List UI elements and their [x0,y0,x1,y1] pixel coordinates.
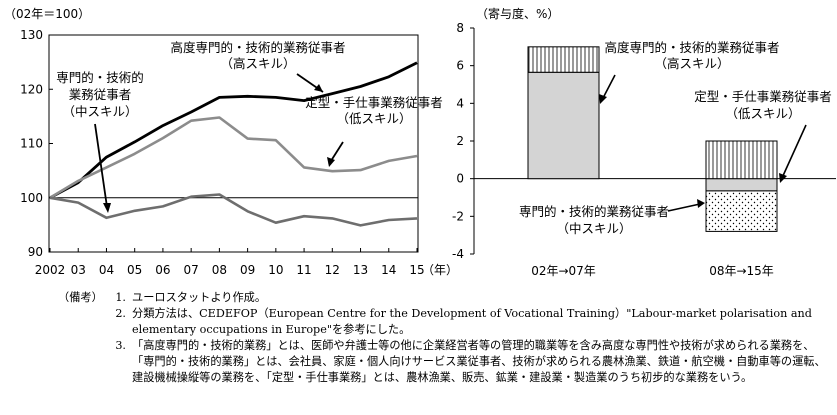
label-high-skill-sub: （高スキル） [220,56,295,71]
x-tick-label: 09 [240,263,255,277]
right-y-axis-label: （寄与度、%） [476,6,559,21]
x-category-label: 08年→15年 [709,264,774,278]
label-high-skill-sub: （高スキル） [654,56,729,71]
y-tick-label: 130 [20,28,43,42]
x-tick-label: 2002 [35,263,66,277]
y-tick-label: 6 [456,59,464,73]
label-low-skill-name: 定型・手仕事業務従事者 [305,95,443,110]
arrow-mid-skill [94,123,108,208]
arrowhead-high-skill [599,94,607,104]
bar-segment-1 [527,71,600,180]
note-text: 分類方法は、CEDEFOP（European Centre for the De… [132,307,812,336]
x-tick-label: 10 [268,263,283,277]
x-tick-label: 15 [409,263,424,277]
note-row-2: 2. 分類方法は、CEDEFOP（European Centre for the… [58,306,828,338]
label-mid-skill-name-2: 業務従事者 [69,87,132,102]
x-tick-label: 12 [325,263,340,277]
label-low-skill-sub: （低スキル） [336,111,411,126]
bar-segment-0 [527,46,600,73]
label-low-skill-sub: （低スキル） [725,106,800,121]
note-text: ユーロスタットより作成。 [132,291,267,304]
label-low-skill-name: 定型・手仕事業務従事者 [694,89,832,104]
x-tick-label: 14 [381,263,396,277]
series-line-1 [49,116,418,199]
note-row-1: （備考） 1. ユーロスタットより作成。 [58,290,828,306]
arrow-mid-skill [667,203,701,212]
label-mid-skill-sub: （中スキル） [556,221,631,236]
left-x-axis-unit: （年） [422,263,458,277]
bar-segment-1 [705,178,778,192]
x-tick-label: 13 [353,263,368,277]
label-high-skill-name: 高度専門的・技術的業務従事者 [604,40,779,55]
series-line-0 [49,61,418,200]
note-number: 2. [115,307,126,320]
bar-segment-0 [705,140,778,180]
label-mid-skill-sub: （中スキル） [62,104,137,119]
y-tick-label: 100 [20,191,43,205]
arrow-high-skill [601,74,616,101]
right-bar-chart: （寄与度、%） 8 6 4 2 0 -2 -4 02年→07年 08年→15年 高度専門的・技術的… [452,6,836,278]
x-tick-label: 08 [212,263,227,277]
label-mid-skill-name: 専門的・技術的業務従事者 [519,204,669,219]
x-tick-label: 04 [99,263,114,277]
label-high-skill-name: 高度専門的・技術的業務従事者 [170,40,345,55]
arrow-low-skill [781,124,807,179]
y-tick-label: 120 [20,82,43,96]
x-tick-label: 07 [184,263,199,277]
bar-segment-2 [705,190,778,232]
y-tick-label: 90 [28,245,43,259]
series-line-2 [49,193,418,227]
y-tick-label: 0 [456,172,464,186]
x-tick-label: 11 [296,263,311,277]
x-tick-label: 05 [127,263,142,277]
note-number: 3. [115,339,126,352]
note-text: 「高度専門的・技術的業務」とは、医師や弁護士等の他に企業経営者等の管理的職業等を… [132,339,826,384]
y-tick-label: -4 [452,247,464,261]
notes: （備考） 1. ユーロスタットより作成。 2. 分類方法は、CEDEFOP（Eu… [58,290,828,386]
y-tick-label: 2 [456,134,464,148]
y-tick-label: 4 [456,96,464,110]
arrowhead-low-skill [779,173,787,183]
label-mid-skill-name-1: 専門的・技術的 [56,70,144,85]
x-tick-label: 03 [71,263,86,277]
arrowhead-mid-skill [103,203,111,213]
x-tick-label: 06 [155,263,170,277]
note-number: 1. [115,291,126,304]
note-row-3: 3. 「高度専門的・技術的業務」とは、医師や弁護士等の他に企業経営者等の管理的職… [58,338,828,386]
y-tick-label: 8 [456,21,464,35]
y-tick-label: -2 [452,209,464,223]
y-tick-label: 110 [20,137,43,151]
x-category-label: 02年→07年 [531,264,596,278]
left-line-chart: （02年＝100） （年） 90 100 110 120 130 2002 03 04 05 06… [4,7,458,277]
notes-head: （備考） [58,291,103,304]
arrowhead-high-skill [314,84,323,92]
arrowhead-mid-skill [697,199,705,208]
left-y-axis-label: （02年＝100） [4,7,90,21]
arrowhead-low-skill [327,157,335,167]
